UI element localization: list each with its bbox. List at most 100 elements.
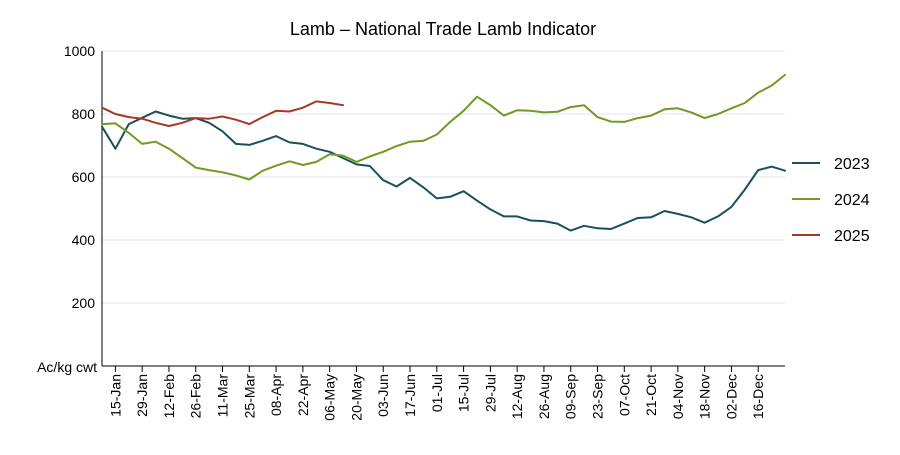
- data-point-2023: [530, 219, 532, 221]
- data-point-2023: [128, 123, 130, 125]
- x-tick-label: 18-Nov: [697, 374, 713, 419]
- x-tick-label: 07-Oct: [616, 374, 632, 416]
- data-point-2023: [342, 157, 344, 159]
- x-tick-label: 22-Apr: [295, 374, 311, 416]
- y-tick-label: 1000: [64, 43, 95, 59]
- data-point-2024: [275, 165, 277, 167]
- series-lines: [101, 73, 786, 232]
- legend-label-2023: 2023: [834, 156, 870, 173]
- data-point-2024: [503, 115, 505, 117]
- x-tick-label: 15-Jul: [456, 374, 472, 412]
- data-point-2024: [771, 85, 773, 87]
- data-point-2024: [315, 161, 317, 163]
- data-point-2024: [516, 109, 518, 111]
- data-point-2023: [556, 223, 558, 225]
- data-point-2025: [101, 107, 103, 109]
- data-point-2025: [114, 113, 116, 115]
- data-point-2024: [302, 164, 304, 166]
- x-tick-label: 06-May: [322, 374, 338, 421]
- data-point-2025: [315, 100, 317, 102]
- data-point-2024: [409, 141, 411, 143]
- data-point-2023: [704, 222, 706, 224]
- gridlines: [102, 50, 785, 304]
- x-tick-label: 26-Feb: [188, 374, 204, 419]
- data-point-2024: [623, 121, 625, 123]
- data-point-2023: [570, 230, 572, 232]
- data-point-2023: [677, 213, 679, 215]
- series-line-2025: [101, 100, 345, 127]
- data-point-2024: [208, 169, 210, 171]
- data-point-2023: [315, 148, 317, 150]
- data-point-2024: [556, 111, 558, 113]
- legend: 2023 2024 2025: [792, 156, 870, 245]
- data-point-2024: [730, 107, 732, 109]
- x-tick-label: 23-Sep: [590, 374, 606, 419]
- data-point-2023: [168, 115, 170, 117]
- data-point-2024: [583, 104, 585, 106]
- data-point-2023: [222, 130, 224, 132]
- data-point-2025: [208, 118, 210, 120]
- data-point-2023: [757, 169, 759, 171]
- data-point-2024: [195, 167, 197, 169]
- data-point-2024: [570, 106, 572, 108]
- data-point-2023: [610, 228, 612, 230]
- data-point-2025: [195, 117, 197, 119]
- data-point-2024: [422, 140, 424, 142]
- data-point-2023: [302, 143, 304, 145]
- x-tick-label: 25-Mar: [241, 374, 257, 419]
- data-point-2024: [342, 155, 344, 157]
- x-tick-label: 17-Jun: [402, 374, 418, 417]
- data-point-2024: [235, 174, 237, 176]
- data-point-2023: [583, 225, 585, 227]
- data-point-2025: [155, 122, 157, 124]
- data-point-2024: [141, 143, 143, 145]
- data-point-2023: [436, 197, 438, 199]
- x-axis: 15-Jan 29-Jan 12-Feb 26-Feb 11-Mar 25-Mar 08-A…: [101, 51, 785, 421]
- x-tick-label: 04-Nov: [670, 374, 686, 419]
- data-point-2023: [114, 148, 116, 150]
- data-point-2024: [650, 115, 652, 117]
- x-tick-label: 09-Sep: [563, 374, 579, 419]
- x-tick-label: 29-Jul: [482, 374, 498, 412]
- data-point-2023: [262, 140, 264, 142]
- x-tick-label: 29-Jan: [134, 374, 150, 417]
- data-point-2023: [463, 190, 465, 192]
- data-point-2023: [355, 163, 357, 165]
- data-point-2023: [101, 126, 103, 128]
- data-point-2025: [222, 116, 224, 118]
- data-point-2024: [690, 111, 692, 113]
- y-tick-label: 800: [72, 106, 96, 122]
- data-point-2024: [597, 116, 599, 118]
- data-point-2024: [181, 157, 183, 159]
- data-point-2023: [449, 196, 451, 198]
- series-line-2023: [101, 110, 786, 232]
- series-line-2024: [101, 73, 786, 181]
- data-point-2024: [489, 104, 491, 106]
- data-point-2024: [396, 145, 398, 147]
- data-point-2024: [784, 74, 786, 76]
- data-point-2025: [181, 122, 183, 124]
- data-point-2023: [422, 186, 424, 188]
- x-tick-label: 08-Apr: [268, 374, 284, 416]
- data-point-2023: [663, 210, 665, 212]
- data-point-2024: [355, 161, 357, 163]
- data-point-2023: [181, 118, 183, 120]
- data-point-2023: [650, 216, 652, 218]
- y-tick-label: 200: [72, 295, 96, 311]
- data-point-2023: [329, 151, 331, 153]
- data-point-2024: [168, 148, 170, 150]
- data-point-2024: [717, 113, 719, 115]
- data-point-2023: [248, 144, 250, 146]
- legend-label-2024: 2024: [834, 192, 870, 209]
- data-point-2024: [463, 110, 465, 112]
- x-tick-label: 01-Jul: [429, 374, 445, 412]
- data-point-2024: [128, 132, 130, 134]
- x-tick-label: 21-Oct: [643, 374, 659, 416]
- data-point-2023: [288, 141, 290, 143]
- data-point-2024: [744, 102, 746, 104]
- data-point-2024: [288, 160, 290, 162]
- data-point-2023: [690, 216, 692, 218]
- data-point-2023: [382, 179, 384, 181]
- legend-label-2025: 2025: [834, 228, 870, 245]
- data-point-2024: [757, 92, 759, 94]
